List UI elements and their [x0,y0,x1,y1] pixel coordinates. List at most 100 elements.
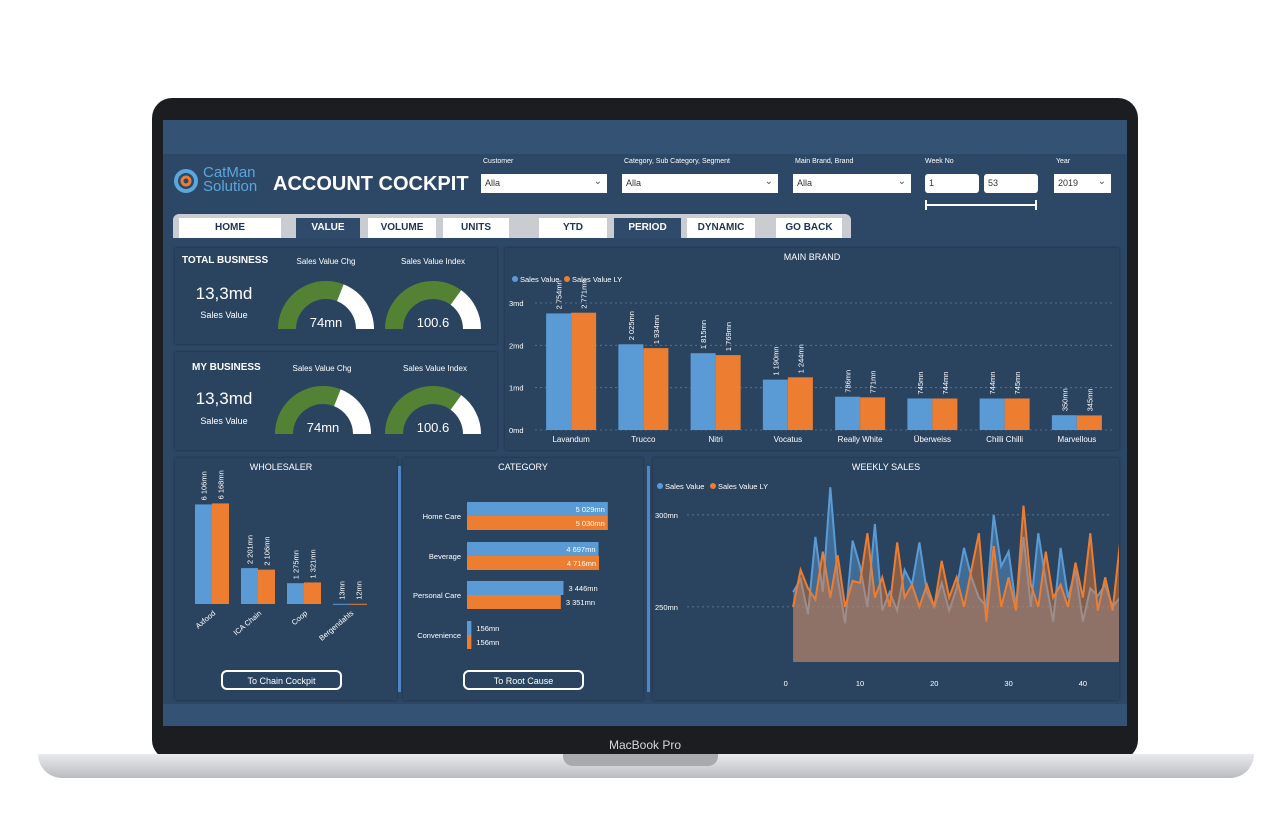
panel-divider-right [647,466,650,692]
tab-units[interactable]: UNITS [443,218,509,238]
brand-dropdown-value: Alla [797,178,813,188]
bar [350,603,367,605]
brand-filter-label: Main Brand, Brand [795,158,854,165]
legend-swatch-sales-value [512,276,518,282]
tab-go-back[interactable]: GO BACK [776,218,842,238]
data-label: 156mn [476,638,499,647]
category-label: Marvellous [1058,435,1097,444]
legend-swatch-sales-value-ly [710,483,716,489]
category-label: Trucco [631,435,656,444]
bar [467,556,600,570]
legend-swatch-sales-value-ly [564,276,570,282]
data-label: 1 815mn [699,320,708,349]
legend-label-sales-value-ly: Sales Value LY [572,275,622,284]
to-root-cause-button[interactable]: To Root Cause [463,670,584,690]
total-business-title: TOTAL BUSINESS [182,255,269,266]
y-tick-label: 3md [509,299,524,308]
logo-line2: Solution [203,178,258,195]
wholesaler-chart: WHOLESALER 6 106mn 6 168mn Axfood 2 201mn 2 1… [194,462,367,643]
bar [467,542,599,556]
category-label: Coop [290,609,310,627]
gauge-value: 100.6 [417,420,450,435]
bar [258,569,275,604]
chart-title: MAIN BRAND [784,252,841,262]
category-dropdown[interactable]: Alla ⌄ [622,174,778,193]
category-filter-label: Category, Sub Category, Segment [624,158,730,165]
data-label: 1 934mn [652,315,661,344]
panel-divider-left [398,466,401,692]
data-label: 6 168mn [217,470,226,499]
customer-dropdown-value: Alla [485,178,501,188]
total-gauge1-title: Sales Value Chg [296,257,356,266]
tab-dynamic[interactable]: DYNAMIC [687,218,755,238]
category-label: Really White [838,435,883,444]
bar [1051,415,1077,430]
bar [467,621,472,635]
bar [979,398,1005,430]
category-label: Axfood [194,609,218,631]
total-business-value-label: Sales Value [200,310,248,320]
category-label: Nitri [709,435,723,444]
x-tick-label: 40 [1079,679,1087,688]
x-tick-label: 0 [784,679,788,688]
my-business-value-label: Sales Value [200,416,248,426]
screen-bottom-band [163,704,1127,726]
category-chart: CATEGORY 5 029mn 5 030mn Home Care 4 697mn 4 … [413,462,608,649]
gauge-filled-arc [278,281,344,329]
chart-title: CATEGORY [498,462,548,472]
device-label: MacBook Pro [608,738,682,752]
category-panel [403,458,643,700]
year-dropdown[interactable]: 2019 ⌄ [1054,174,1111,193]
data-label: 771mn [869,370,878,393]
total-gauge2-title: Sales Value Index [401,257,465,266]
series-area [793,505,1119,662]
customer-dropdown[interactable]: Alla ⌄ [481,174,607,193]
my-sales-value-index-gauge: 100.6 [385,386,481,435]
x-tick-label: 20 [930,679,938,688]
data-label: 1 244mn [796,344,805,373]
total-sales-value-index-gauge: 100.6 [385,281,481,330]
bar [304,582,321,604]
gauge-value: 100.6 [417,315,450,330]
brand-dropdown[interactable]: Alla ⌄ [793,174,911,193]
bar [333,603,350,605]
gauge-remaining-arc [450,395,481,434]
y-tick-label: 300mn [655,511,678,520]
legend-swatch-sales-value [657,483,663,489]
data-label: 350mn [1060,388,1069,411]
week-from-input[interactable]: 1 [925,174,979,193]
week-to-input[interactable]: 53 [984,174,1038,193]
week-slider-start-handle[interactable] [925,200,927,210]
year-filter-label: Year [1056,158,1071,165]
gauge-remaining-arc [337,284,374,329]
data-label: 1 190mn [771,346,780,375]
tab-volume[interactable]: VOLUME [368,218,436,238]
week-slider-end-handle[interactable] [1035,200,1037,210]
bar [907,398,933,430]
my-gauge2-title: Sales Value Index [403,364,467,373]
tab-period[interactable]: PERIOD [614,218,681,238]
tab-home[interactable]: HOME [179,218,281,238]
category-label: ICA Chain [232,609,264,638]
data-label: 3 351mn [566,598,595,607]
bar [195,504,212,604]
catman-logo-icon [174,169,198,193]
data-label: 13mn [338,581,347,600]
chevron-down-icon: ⌄ [593,176,602,187]
bar [715,355,741,430]
week-slider-track[interactable] [925,204,1037,206]
page-title: ACCOUNT COCKPIT [273,173,469,195]
tab-value[interactable]: VALUE [296,218,360,238]
laptop-notch [563,754,718,766]
category-label: Beverage [429,552,461,561]
gauge-value: 74mn [307,420,340,435]
tab-ytd[interactable]: YTD [539,218,607,238]
category-label: Überweiss [914,435,951,444]
bar [467,502,608,516]
data-label: 6 106mn [200,471,209,500]
data-label: 2 106mn [263,536,272,565]
series-line [792,505,1119,622]
to-chain-cockpit-button[interactable]: To Chain Cockpit [221,670,342,690]
chart-title: WEEKLY SALES [852,462,920,472]
data-label: 5 029mn [576,505,605,514]
